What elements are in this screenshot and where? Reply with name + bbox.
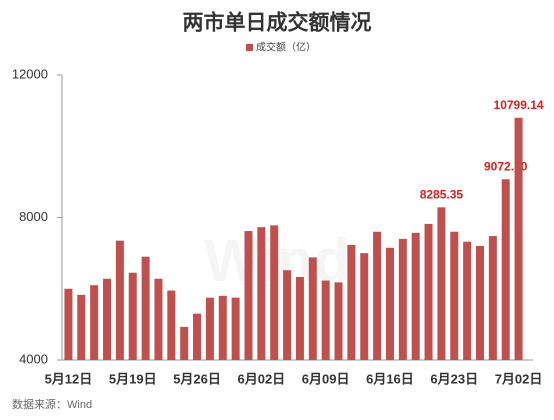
bar xyxy=(334,282,343,360)
bar xyxy=(450,231,459,360)
y-tick-label: 8000 xyxy=(19,209,48,224)
bar xyxy=(437,207,446,360)
bar xyxy=(77,294,86,360)
bar xyxy=(180,326,189,360)
bar xyxy=(308,257,317,360)
bar xyxy=(488,236,497,360)
bar xyxy=(231,297,240,360)
value-label: 8285.35 xyxy=(420,188,464,202)
legend-label: 成交额（亿） xyxy=(256,41,316,54)
bar xyxy=(103,278,112,360)
bar xyxy=(360,253,369,360)
y-tick-label: 12000 xyxy=(12,66,48,81)
chart-title: 两市单日成交额情况 xyxy=(183,11,372,35)
bar xyxy=(385,247,394,360)
bar xyxy=(501,179,510,360)
bar xyxy=(218,295,227,360)
bar xyxy=(283,270,292,360)
bar xyxy=(475,246,484,360)
y-tick-label: 4000 xyxy=(19,351,48,366)
x-tick-label: 7月02日 xyxy=(495,371,543,386)
bar xyxy=(295,276,304,360)
bar xyxy=(90,285,99,360)
x-tick-label: 5月12日 xyxy=(45,371,93,386)
bar xyxy=(424,223,433,360)
x-tick-label: 6月09日 xyxy=(302,371,350,386)
x-tick-label: 6月16日 xyxy=(366,371,414,386)
bar xyxy=(128,272,137,360)
bar xyxy=(193,313,202,360)
bar xyxy=(115,240,124,360)
bar xyxy=(398,238,407,360)
bar xyxy=(64,288,73,360)
bar xyxy=(373,231,382,360)
bar xyxy=(257,227,266,360)
bar xyxy=(270,225,279,360)
legend-swatch xyxy=(246,44,253,51)
bar xyxy=(411,232,420,360)
bar xyxy=(463,241,472,360)
x-tick-label: 5月26日 xyxy=(173,371,221,386)
x-tick-label: 5月19日 xyxy=(109,371,157,386)
bar xyxy=(167,290,176,360)
bar xyxy=(514,117,523,360)
x-tick-label: 6月23日 xyxy=(430,371,478,386)
bar xyxy=(141,256,150,360)
bar xyxy=(154,278,163,360)
bar xyxy=(321,280,330,360)
x-tick-label: 6月02日 xyxy=(237,371,285,386)
bar xyxy=(205,297,214,360)
source-note: 数据来源：Wind xyxy=(12,397,92,411)
value-label: 10799.14 xyxy=(494,98,544,112)
bar xyxy=(347,244,356,360)
bar xyxy=(244,231,253,360)
